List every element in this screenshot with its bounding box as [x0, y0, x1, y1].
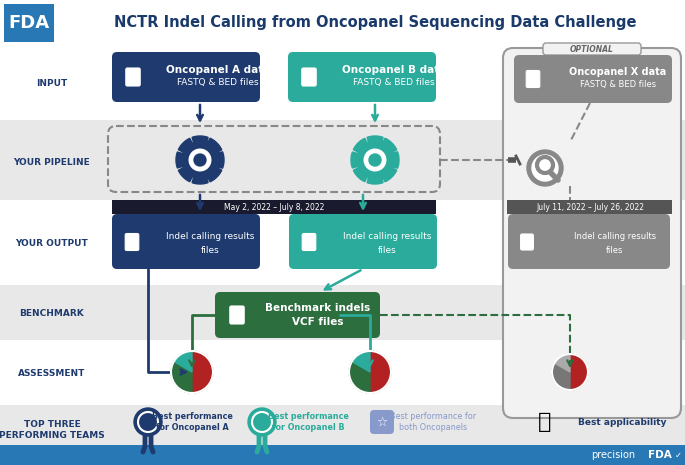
- Polygon shape: [351, 136, 399, 184]
- FancyBboxPatch shape: [112, 52, 260, 102]
- Text: May 2, 2022 – July 8, 2022: May 2, 2022 – July 8, 2022: [224, 202, 324, 212]
- Text: files: files: [201, 246, 219, 254]
- Text: precision: precision: [591, 450, 635, 460]
- FancyBboxPatch shape: [125, 233, 139, 251]
- Text: OPTIONAL: OPTIONAL: [570, 45, 614, 53]
- FancyBboxPatch shape: [526, 71, 540, 87]
- Text: Oncopanel ​A data: Oncopanel ​A data: [166, 65, 270, 75]
- Circle shape: [364, 149, 386, 171]
- Text: files: files: [606, 246, 623, 254]
- Text: Oncopanel ​X data: Oncopanel ​X data: [569, 67, 667, 77]
- FancyBboxPatch shape: [514, 55, 672, 103]
- Circle shape: [134, 408, 162, 436]
- Text: files: files: [377, 246, 397, 254]
- Bar: [0, 45, 685, 120]
- FancyBboxPatch shape: [543, 43, 641, 55]
- Bar: [0, 200, 685, 285]
- Text: 🏆: 🏆: [538, 412, 551, 432]
- Text: Best applicability: Best applicability: [578, 418, 667, 426]
- Text: VCF files: VCF files: [292, 317, 344, 327]
- Text: FASTQ & BED files: FASTQ & BED files: [353, 79, 435, 87]
- Text: Best performance
for Oncopanel A: Best performance for Oncopanel A: [151, 412, 232, 432]
- FancyBboxPatch shape: [302, 68, 316, 86]
- FancyBboxPatch shape: [112, 214, 260, 269]
- Circle shape: [532, 155, 558, 181]
- Wedge shape: [349, 361, 370, 393]
- Bar: [0, 445, 685, 465]
- Text: INPUT: INPUT: [36, 79, 68, 87]
- Bar: [0, 0, 685, 45]
- Bar: [0, 340, 685, 405]
- Circle shape: [527, 150, 563, 186]
- FancyBboxPatch shape: [508, 214, 670, 269]
- FancyBboxPatch shape: [288, 52, 436, 102]
- Circle shape: [248, 408, 276, 436]
- Text: Indel calling results: Indel calling results: [166, 232, 254, 240]
- Wedge shape: [552, 363, 570, 390]
- Wedge shape: [192, 351, 213, 393]
- Bar: [507, 200, 672, 214]
- Wedge shape: [171, 361, 192, 393]
- Bar: [112, 200, 436, 214]
- Text: FASTQ & BED files: FASTQ & BED files: [177, 79, 259, 87]
- FancyBboxPatch shape: [521, 234, 534, 250]
- Text: ★: ★: [258, 417, 266, 427]
- Text: FASTQ & BED files: FASTQ & BED files: [580, 80, 656, 88]
- Wedge shape: [370, 351, 391, 393]
- Bar: [4, 4, 54, 42]
- Text: NCTR Indel Calling from Oncopanel Sequencing Data Challenge: NCTR Indel Calling from Oncopanel Sequen…: [114, 15, 636, 31]
- Bar: [0, 405, 685, 465]
- FancyBboxPatch shape: [302, 233, 316, 251]
- Text: Oncopanel ​B data: Oncopanel ​B data: [342, 65, 446, 75]
- Text: ★: ★: [144, 417, 152, 427]
- Bar: [0, 120, 685, 200]
- Text: TOP THREE
PERFORMING TEAMS: TOP THREE PERFORMING TEAMS: [0, 420, 105, 440]
- Text: Best performance
for Oncopanel B: Best performance for Oncopanel B: [268, 412, 349, 432]
- Text: Benchmark indels: Benchmark indels: [265, 303, 371, 313]
- Circle shape: [369, 154, 381, 166]
- FancyBboxPatch shape: [370, 410, 394, 434]
- Text: ✓: ✓: [675, 451, 682, 459]
- Text: ☆: ☆: [376, 416, 388, 429]
- Text: July 11, 2022 – July 26, 2022: July 11, 2022 – July 26, 2022: [536, 202, 644, 212]
- Text: YOUR PIPELINE: YOUR PIPELINE: [14, 158, 90, 166]
- Wedge shape: [174, 351, 192, 372]
- FancyBboxPatch shape: [229, 306, 244, 324]
- Wedge shape: [570, 354, 588, 390]
- Wedge shape: [352, 351, 370, 372]
- Text: Indel calling results: Indel calling results: [574, 232, 656, 240]
- Wedge shape: [554, 354, 570, 372]
- Text: BENCHMARK: BENCHMARK: [20, 308, 84, 318]
- Text: Indel calling results: Indel calling results: [342, 232, 431, 240]
- Circle shape: [189, 149, 211, 171]
- Bar: [0, 285, 685, 340]
- FancyBboxPatch shape: [289, 214, 437, 269]
- FancyBboxPatch shape: [503, 48, 681, 418]
- Text: YOUR OUTPUT: YOUR OUTPUT: [16, 239, 88, 247]
- FancyBboxPatch shape: [215, 292, 380, 338]
- Text: FDA: FDA: [648, 450, 672, 460]
- Text: FDA: FDA: [8, 14, 49, 32]
- Circle shape: [194, 154, 206, 166]
- Text: ASSESSMENT: ASSESSMENT: [18, 368, 86, 378]
- Polygon shape: [176, 136, 224, 184]
- FancyBboxPatch shape: [126, 68, 140, 86]
- Text: Best performance for
both Oncopanels: Best performance for both Oncopanels: [390, 412, 476, 432]
